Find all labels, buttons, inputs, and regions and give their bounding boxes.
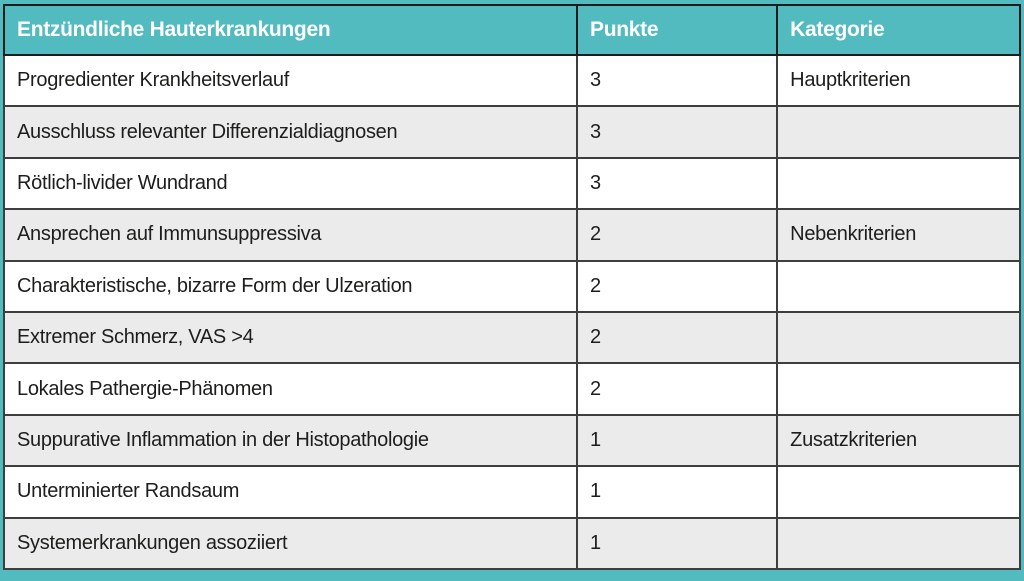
points-cell: 2 xyxy=(576,310,779,365)
points-cell: 3 xyxy=(576,105,779,159)
category-cell xyxy=(776,310,1021,365)
category-cell: Zusatzkriterien xyxy=(776,413,1021,468)
table-row: Unterminierter Randsaum 1 xyxy=(2,465,1021,519)
table-header: Entzündliche Hauterkrankungen Punkte Kat… xyxy=(2,4,1021,56)
criterion-cell: Systemerkrankungen assoziiert xyxy=(2,516,579,571)
table-row: Lokales Pathergie-Phänomen 2 xyxy=(2,362,1021,416)
skin-disease-score-table: Entzündliche Hauterkrankungen Punkte Kat… xyxy=(2,4,1021,571)
points-cell: 1 xyxy=(576,465,779,519)
points-cell: 2 xyxy=(576,208,779,262)
header-row: Entzündliche Hauterkrankungen Punkte Kat… xyxy=(2,4,1021,56)
table-row: Suppurative Inflammation in der Histopat… xyxy=(2,413,1021,468)
category-cell xyxy=(776,156,1021,211)
points-cell: 2 xyxy=(576,259,779,313)
column-header-category: Kategorie xyxy=(776,4,1021,56)
criterion-cell: Ansprechen auf Immunsuppressiva xyxy=(2,208,579,262)
table-row: Progredienter Krankheitsverlauf 3 Hauptk… xyxy=(2,53,1021,108)
table-row: Ansprechen auf Immunsuppressiva 2 Nebenk… xyxy=(2,208,1021,262)
criterion-cell: Extremer Schmerz, VAS >4 xyxy=(2,310,579,365)
criterion-cell: Lokales Pathergie-Phänomen xyxy=(2,362,579,416)
column-header-criteria: Entzündliche Hauterkrankungen xyxy=(2,4,579,56)
points-cell: 1 xyxy=(576,516,779,571)
criterion-cell: Progredienter Krankheitsverlauf xyxy=(2,53,579,108)
points-cell: 3 xyxy=(576,156,779,211)
category-cell xyxy=(776,362,1021,416)
category-cell xyxy=(776,516,1021,571)
criterion-cell: Suppurative Inflammation in der Histopat… xyxy=(2,413,579,468)
category-cell xyxy=(776,465,1021,519)
table-row: Rötlich-livider Wundrand 3 xyxy=(2,156,1021,211)
category-cell: Hauptkriterien xyxy=(776,53,1021,108)
column-header-points: Punkte xyxy=(576,4,779,56)
table-row: Systemerkrankungen assoziiert 1 xyxy=(2,516,1021,571)
table-row: Charakteristische, bizarre Form der Ulze… xyxy=(2,259,1021,313)
points-cell: 2 xyxy=(576,362,779,416)
category-cell xyxy=(776,105,1021,159)
points-cell: 3 xyxy=(576,53,779,108)
table-body: Progredienter Krankheitsverlauf 3 Hauptk… xyxy=(2,53,1021,571)
criterion-cell: Rötlich-livider Wundrand xyxy=(2,156,579,211)
category-cell xyxy=(776,259,1021,313)
points-cell: 1 xyxy=(576,413,779,468)
criterion-cell: Charakteristische, bizarre Form der Ulze… xyxy=(2,259,579,313)
criterion-cell: Ausschluss relevanter Differenzialdiagno… xyxy=(2,105,579,159)
criterion-cell: Unterminierter Randsaum xyxy=(2,465,579,519)
table-row: Ausschluss relevanter Differenzialdiagno… xyxy=(2,105,1021,159)
category-cell: Nebenkriterien xyxy=(776,208,1021,262)
table-row: Extremer Schmerz, VAS >4 2 xyxy=(2,310,1021,365)
